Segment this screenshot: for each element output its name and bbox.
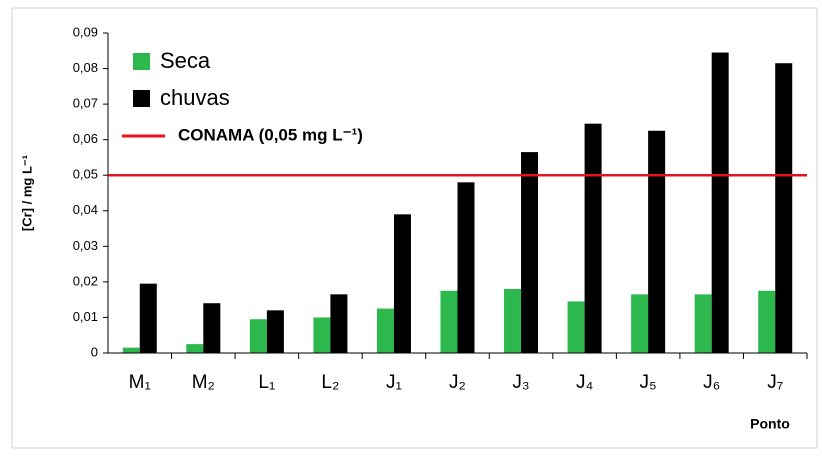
x-tick-label: J₇ <box>767 372 783 393</box>
bar <box>694 294 712 353</box>
x-tick-label: J₃ <box>512 372 529 393</box>
bar <box>266 310 284 353</box>
bar <box>711 52 729 354</box>
bar <box>440 290 458 353</box>
bar <box>631 294 649 353</box>
bar <box>567 301 585 353</box>
y-tick-label: 0,02 <box>73 273 98 288</box>
x-tick-label: J₁ <box>386 372 402 393</box>
bar <box>393 214 411 353</box>
y-tick-label: 0,01 <box>73 309 98 324</box>
x-tick-label: L₁ <box>258 372 275 393</box>
y-tick-label: 0,05 <box>73 167 98 182</box>
bar <box>521 152 539 353</box>
x-tick-label: J₄ <box>576 372 594 393</box>
x-tick-label: J₆ <box>703 372 720 393</box>
bar <box>775 63 793 353</box>
bar <box>758 290 776 353</box>
bar <box>186 344 204 353</box>
y-tick-label: 0,03 <box>73 238 98 253</box>
y-tick-label: 0,06 <box>73 131 98 146</box>
y-tick-label: 0 <box>91 344 98 359</box>
bar <box>376 308 394 353</box>
legend-label: CONAMA (0,05 mg L⁻¹) <box>178 125 363 144</box>
legend-label: Seca <box>160 48 211 73</box>
legend-swatch <box>133 90 150 107</box>
x-tick-label: J₂ <box>449 372 466 393</box>
x-tick-label: L₂ <box>321 372 339 393</box>
bar <box>504 289 522 353</box>
y-axis-label: [Cr] / mg L⁻¹ <box>19 155 34 231</box>
bar <box>122 347 140 353</box>
y-tick-label: 0,09 <box>73 24 98 39</box>
x-axis-label: Ponto <box>750 416 790 432</box>
legend-label: chuvas <box>160 85 230 110</box>
bar <box>203 303 221 353</box>
y-tick-label: 0,07 <box>73 96 98 111</box>
bar <box>648 130 666 353</box>
bar <box>139 283 157 353</box>
y-tick-label: 0,04 <box>73 202 98 217</box>
bar <box>584 123 602 354</box>
bar <box>313 317 331 353</box>
y-tick-label: 0,08 <box>73 60 98 75</box>
x-tick-label: M₂ <box>192 372 215 393</box>
chart-frame <box>11 7 818 449</box>
bar <box>457 182 475 353</box>
x-tick-label: J₅ <box>640 372 657 393</box>
bar <box>249 319 267 353</box>
legend-swatch <box>133 53 150 70</box>
x-tick-label: M₁ <box>129 372 151 393</box>
bar <box>330 294 348 353</box>
